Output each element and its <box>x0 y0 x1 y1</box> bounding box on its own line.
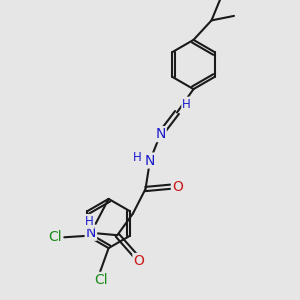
Text: Cl: Cl <box>49 230 62 244</box>
Text: N: N <box>155 127 166 141</box>
Text: H: H <box>133 151 142 164</box>
Text: H: H <box>85 215 94 228</box>
Text: N: N <box>86 226 96 240</box>
Text: Cl: Cl <box>94 273 108 287</box>
Text: O: O <box>172 180 183 194</box>
Text: N: N <box>145 154 155 167</box>
Text: O: O <box>134 254 144 268</box>
Text: H: H <box>182 98 191 111</box>
